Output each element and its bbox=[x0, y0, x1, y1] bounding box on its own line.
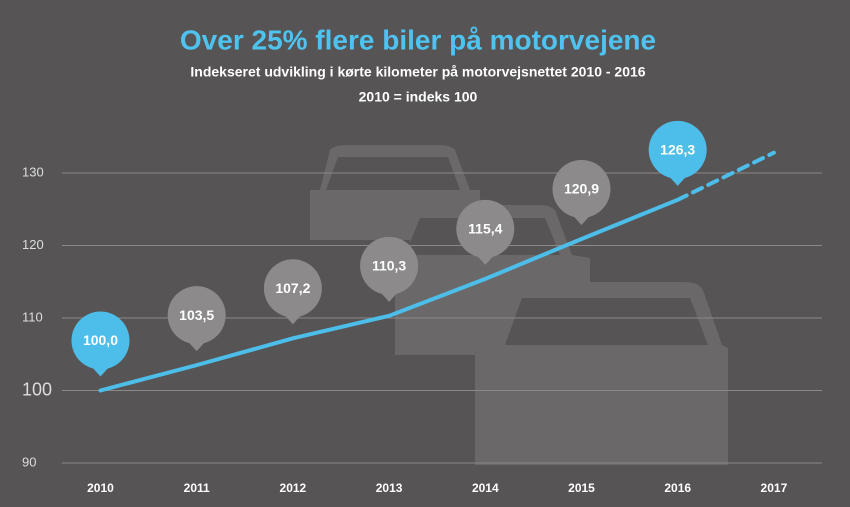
data-label: 126,3 bbox=[660, 142, 695, 158]
y-tick-label: 100 bbox=[22, 379, 52, 399]
line bbox=[98, 197, 680, 393]
data-label: 100,0 bbox=[83, 332, 118, 348]
chart-subtitle: Indekseret udvikling i kørte kilometer p… bbox=[190, 64, 645, 80]
chart-note: 2010 = indeks 100 bbox=[359, 89, 478, 105]
y-tick-label: 130 bbox=[22, 164, 44, 179]
callout bbox=[552, 159, 611, 218]
chart-title: Over 25% flere biler på motorvejene bbox=[180, 24, 656, 55]
callout bbox=[167, 286, 226, 345]
data-label: 107,2 bbox=[275, 280, 310, 296]
x-tick-label: 2011 bbox=[184, 481, 210, 495]
x-tick-label: 2010 bbox=[87, 481, 114, 495]
callout bbox=[456, 199, 515, 258]
callout bbox=[360, 236, 419, 295]
x-tick-label: 2014 bbox=[472, 481, 499, 495]
callout bbox=[71, 311, 130, 370]
x-tick-label: 2015 bbox=[568, 481, 595, 495]
data-label: 110,3 bbox=[372, 258, 406, 274]
window bbox=[505, 298, 708, 345]
callout bbox=[263, 259, 322, 318]
callout bbox=[648, 120, 707, 179]
y-tick-label: 110 bbox=[22, 309, 43, 324]
x-tick-label: 2016 bbox=[664, 481, 691, 495]
x-tick-label: 2013 bbox=[376, 481, 403, 495]
x-tick-label: 2017 bbox=[761, 481, 788, 495]
data-label: 120,9 bbox=[564, 181, 599, 197]
y-tick-label: 90 bbox=[22, 454, 36, 469]
x-tick-label: 2012 bbox=[280, 481, 307, 495]
data-label: 115,4 bbox=[468, 221, 502, 237]
projection-line bbox=[675, 150, 776, 202]
y-tick-label: 120 bbox=[22, 237, 44, 252]
data-label: 103,5 bbox=[179, 307, 214, 323]
